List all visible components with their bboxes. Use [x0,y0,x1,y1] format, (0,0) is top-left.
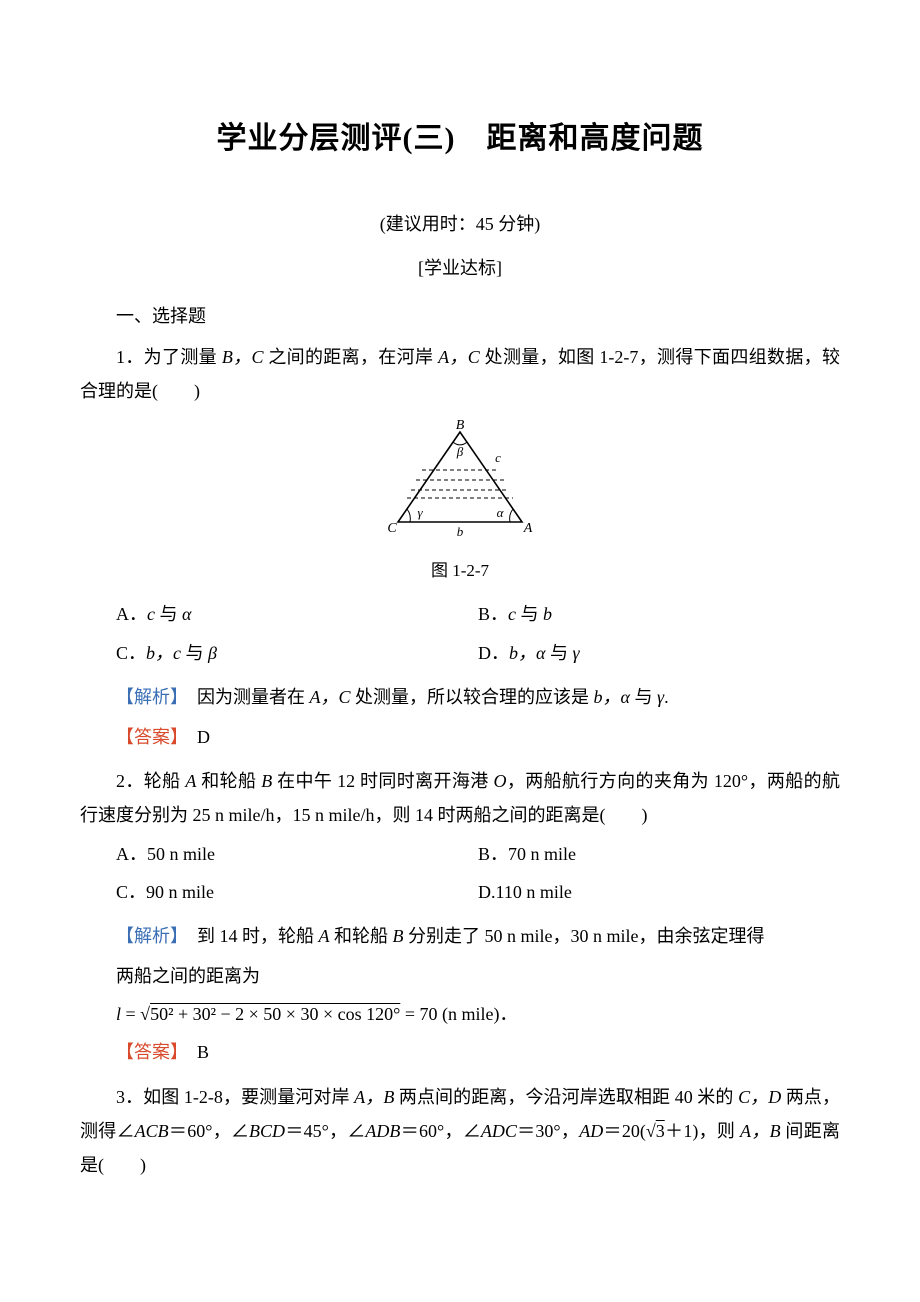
q2-analysis: 【解析】 到 14 时，轮船 A 和轮船 B 分别走了 50 n mile，30… [80,919,840,953]
q3-stem-ab2: A，B [740,1121,781,1141]
q1-options: A．c 与 α B．c 与 b C．b，c 与 β D．b，α 与 γ [116,597,840,673]
q1-optc-pre: C． [116,643,146,663]
analysis-label: 【解析】 [116,687,179,707]
q1-optc-beta: β [208,643,217,663]
sqrt-icon: √ [140,1004,150,1024]
q3-stem-mid5: ＝60°，∠ [400,1121,480,1141]
q3-stem-mid8: ＋1)，则 [665,1121,740,1141]
q2-analysis-mid2: 分别走了 50 n mile，30 n mile，由余弦定理得 [404,926,765,946]
q2-formula-end: = 70 (n mile)． [400,1004,517,1024]
q3-stem-adb: ADB [365,1121,400,1141]
q3-stem-adc: ADC [481,1121,517,1141]
q1-optb-mid: 与 [516,604,543,624]
diagram-label-side-b: b [457,524,464,539]
q2-formula: l = √50² + 30² − 2 × 50 × 30 × cos 120° … [80,997,840,1031]
q1-optd-ba: b，α [509,643,545,663]
q3-stem-mid1: 两点间的距离，今沿河岸选取相距 40 米的 [394,1087,738,1107]
q1-optd-gamma: γ [572,643,579,663]
diagram-label-b-vertex: B [456,420,465,433]
q3-stem-ad: AD [579,1121,603,1141]
q1-optc-bc: b，c [146,643,181,663]
q2-analysis-mid1: 和轮船 [330,926,393,946]
q1-opta-alpha: α [182,604,191,624]
q2-option-b: B．70 n mile [478,837,840,871]
q2-analysis-pre: 到 14 时，轮船 [179,926,319,946]
q3-stem-ab: A，B [354,1087,394,1107]
q1-optd-mid: 与 [545,643,572,663]
q1-option-c: C．b，c 与 β [116,636,478,670]
q2-analysis-b: B [393,926,404,946]
q1-opta-mid: 与 [155,604,182,624]
q2-formula-radicand: 50² + 30² − 2 × 50 × 30 × cos 120° [150,1004,400,1024]
q1-analysis: 【解析】 因为测量者在 A，C 处测量，所以较合理的应该是 b，α 与 γ. [80,680,840,714]
diagram-label-c-vertex: C [387,521,397,536]
q1-answer-text: D [179,727,210,747]
q1-opta-c: c [147,604,155,624]
answer-label: 【答案】 [116,727,179,747]
q3-stem-bcd: BCD [249,1121,285,1141]
q2-stem-b: B [261,771,272,791]
q2-analysis-line2: 两船之间的距离为 [80,959,840,993]
q1-answer: 【答案】 D [80,720,840,754]
analysis-label: 【解析】 [116,926,179,946]
q2-answer-text: B [179,1042,209,1062]
page-title: 学业分层测评(三) 距离和高度问题 [80,110,840,167]
q3-stem: 3．如图 1-2-8，要测量河对岸 A，B 两点间的距离，今沿河岸选取相距 40… [80,1080,840,1183]
q2-stem-o: O [494,771,507,791]
section-label: [学业达标] [80,251,840,285]
q1-optb-pre: B． [478,604,508,624]
q2-stem-mid1: 和轮船 [196,771,261,791]
diagram-caption: 图 1-2-7 [80,555,840,587]
q1-opta-pre: A． [116,604,147,624]
diagram-label-a-vertex: A [523,521,533,536]
q1-analysis-gamma: γ [657,687,664,707]
q1-analysis-pre: 因为测量者在 [179,687,310,707]
q3-stem-pre: 3．如图 1-2-8，要测量河对岸 [116,1087,354,1107]
q1-option-d: D．b，α 与 γ [478,636,840,670]
q2-analysis-a: A [319,926,330,946]
q1-stem-pre: 1．为了测量 [116,347,222,367]
q1-optb-c: c [508,604,516,624]
q3-stem-mid4: ＝45°，∠ [285,1121,365,1141]
q2-stem-mid2: 在中午 12 时同时离开海港 [272,771,493,791]
q3-stem-acb: ACB [135,1121,169,1141]
q1-option-b: B．c 与 b [478,597,840,631]
q1-analysis-mid: 处测量，所以较合理的应该是 [351,687,594,707]
q1-stem-mid1: 之间的距离，在河岸 [263,347,438,367]
q1-analysis-mid2: 与 [630,687,657,707]
diagram-label-alpha: α [497,505,505,520]
q3-stem-mid6: ＝30°， [517,1121,579,1141]
triangle-diagram: B C A c b β γ α [80,420,840,551]
q2-stem-a: A [185,771,196,791]
q3-stem-mid3: ＝60°，∠ [169,1121,249,1141]
q1-optb-b: b [543,604,552,624]
answer-label: 【答案】 [116,1042,179,1062]
time-note: (建议用时：45 分钟) [80,207,840,241]
diagram-label-gamma: γ [417,505,423,520]
q1-stem-bc: B，C [222,347,264,367]
q3-stem-mid7: ＝20( [603,1121,646,1141]
q2-options: A．50 n mile B．70 n mile C．90 n mile D.11… [116,837,840,913]
q2-stem-pre: 2．轮船 [116,771,185,791]
q2-answer: 【答案】 B [80,1035,840,1069]
q1-option-a: A．c 与 α [116,597,478,631]
q1-analysis-end: . [664,687,669,707]
q1-stem: 1．为了测量 B，C 之间的距离，在河岸 A，C 处测量，如图 1-2-7，测得… [80,340,840,408]
section-heading-1: 一、选择题 [80,299,840,333]
q2-formula-eq: = [121,1004,140,1024]
q3-stem-cd: C，D [738,1087,781,1107]
q1-optc-mid: 与 [181,643,208,663]
q2-option-d: D.110 n mile [478,875,840,909]
sqrt-icon: √ [646,1121,656,1141]
diagram-label-beta: β [456,444,464,459]
q1-analysis-ac: A，C [310,687,351,707]
q1-optd-pre: D． [478,643,509,663]
q1-analysis-ba: b，α [594,687,630,707]
q2-stem: 2．轮船 A 和轮船 B 在中午 12 时同时离开海港 O，两船航行方向的夹角为… [80,764,840,832]
diagram-label-side-c: c [495,450,501,465]
q2-option-a: A．50 n mile [116,837,478,871]
q3-sqrt3: 3 [656,1121,665,1141]
q2-option-c: C．90 n mile [116,875,478,909]
q1-stem-ac: A，C [438,347,480,367]
